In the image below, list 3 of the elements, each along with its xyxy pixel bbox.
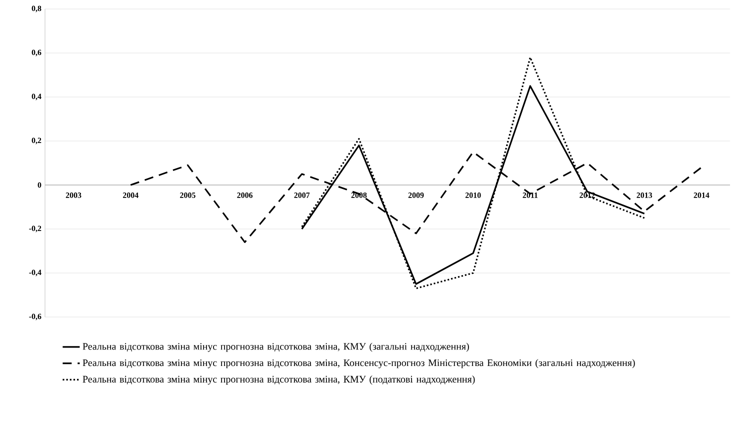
legend-label: Реальна відсоткова зміна мінус прогнозна відсоткова зміна, КМУ (загальні надходження)	[82, 342, 469, 352]
legend-label: Реальна відсоткова зміна мінус прогнозна відсоткова зміна, КМУ (податкові надходження)	[82, 376, 475, 385]
legend-label: Реальна відсоткова зміна мінус прогнозна відсоткова зміна, Консенсус-прогноз Міністерства Економіки (загальні надходження)	[82, 359, 635, 368]
